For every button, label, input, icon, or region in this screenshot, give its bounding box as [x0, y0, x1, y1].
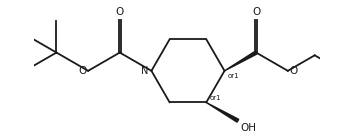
Text: O: O: [252, 7, 260, 17]
Polygon shape: [224, 51, 257, 71]
Polygon shape: [206, 103, 239, 122]
Text: or1: or1: [227, 73, 239, 79]
Text: OH: OH: [240, 123, 256, 133]
Text: or1: or1: [209, 95, 221, 101]
Text: O: O: [78, 66, 86, 76]
Text: O: O: [116, 7, 124, 17]
Text: N: N: [142, 66, 149, 76]
Text: O: O: [290, 66, 298, 76]
